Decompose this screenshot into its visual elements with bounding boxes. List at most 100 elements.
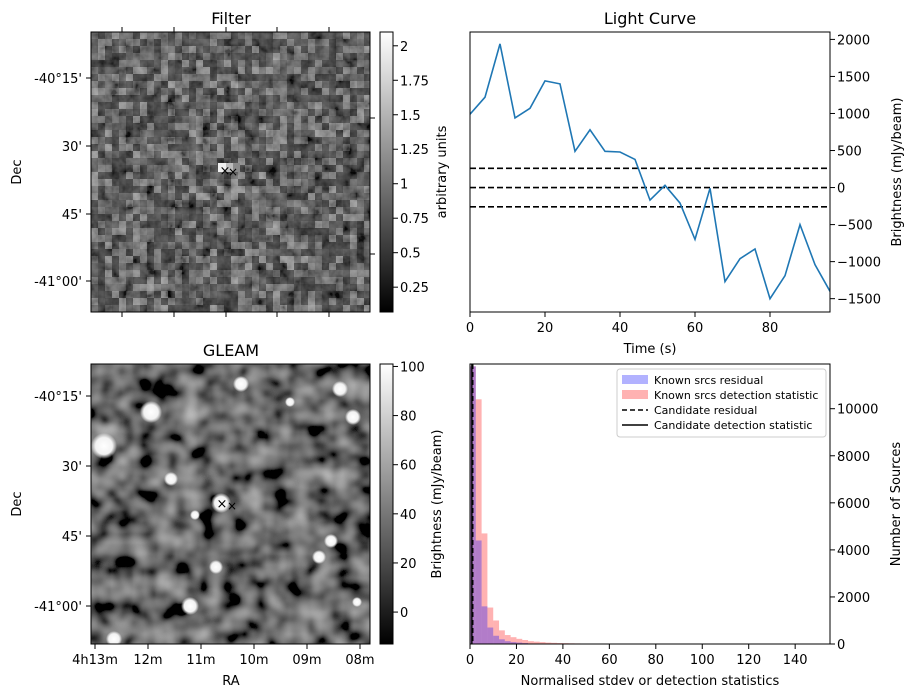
light-curve-panel: Light Curve 0 20 40 60 80 −1500 −1000 −500 0 500… — [466, 9, 905, 357]
gleam-source — [140, 401, 162, 423]
histogram-y-axis: 0 2000 4000 6000 8000 10000 — [830, 403, 878, 653]
gleam-colorbar-tick-label: 80 — [400, 410, 417, 425]
histogram-y-tick-label: 4000 — [837, 544, 870, 559]
gleam-source — [211, 493, 231, 513]
light-curve-title: Light Curve — [604, 9, 696, 28]
filter-colorbar-ticks: 0.25 0.5 0.75 1 1.25 1.5 1.75 2 — [393, 40, 429, 296]
filter-ylabel: Dec — [10, 159, 25, 184]
filter-axes-frame — [90, 31, 371, 313]
filter-colorbar-tick-label: 1.5 — [400, 109, 421, 124]
light-curve-y-tick-label: −1500 — [837, 293, 881, 308]
histogram-bar-residual — [516, 642, 523, 644]
light-curve-y-tick-label: 1000 — [837, 107, 870, 122]
legend-box — [616, 368, 827, 438]
gleam-colorbar-label: Brightness (mJy/beam) — [430, 430, 445, 579]
legend-label: Known srcs residual — [654, 374, 763, 387]
gleam-colorbar-tick-label: 40 — [400, 508, 417, 523]
histogram-panel: 0 20 40 60 80 100 120 140 0 2000 4000 6000 8000 1000… — [466, 363, 904, 689]
filter-source-highlight-3 — [233, 163, 240, 172]
histogram-bar-detection — [504, 635, 511, 644]
filter-dec-axis: -40°15' 30' 45' -41°00' Dec — [10, 72, 91, 290]
light-curve-series — [470, 43, 830, 301]
histogram-x-tick-label: 0 — [466, 653, 474, 668]
histogram-bar-residual — [510, 642, 517, 644]
histogram-x-tick-label: 20 — [508, 653, 525, 668]
filter-pixel-overlay — [91, 32, 370, 312]
light-curve-y-tick-label: −500 — [837, 219, 873, 234]
gleam-source — [209, 560, 223, 574]
histogram-bar-detection — [551, 642, 558, 644]
histogram-legend: Known srcs residual Known srcs detection … — [616, 368, 827, 438]
gleam-sources — [91, 376, 362, 644]
gleam-source — [91, 433, 117, 459]
histogram-bar-detection — [522, 640, 529, 644]
histogram-bar-residual — [481, 606, 488, 644]
light-curve-x-axis: 0 20 40 60 80 — [466, 312, 778, 336]
legend-label: Known srcs detection statistic — [654, 389, 818, 402]
histogram-y-tick-label: 10000 — [837, 403, 878, 418]
filter-colorbar-tick-label: 0.5 — [400, 247, 421, 262]
gleam-ra-tick: 10m — [239, 653, 268, 668]
gleam-colorbar-tick-label: 0 — [400, 606, 408, 621]
legend-swatch — [622, 390, 648, 399]
histogram-bar-residual — [493, 635, 500, 644]
histogram-x-tick-label: 120 — [736, 653, 761, 668]
histogram-bar-residual — [487, 627, 494, 644]
light-curve-x-tick-label: 40 — [612, 321, 629, 336]
filter-ra-ticks — [121, 27, 375, 317]
light-curve-y-tick-label: 2000 — [837, 33, 870, 48]
gleam-ylabel: Dec — [10, 491, 25, 516]
known-marker-filter: × — [228, 165, 238, 179]
histogram-bar-residual — [470, 366, 476, 644]
filter-colorbar-tick-label: 0.75 — [400, 212, 429, 227]
light-curve-y-axis: −1500 −1000 −500 0 500 1000 1500 2000 — [830, 33, 881, 308]
light-curve-x-tick-label: 0 — [466, 321, 474, 336]
gleam-colorbar-tick-label: 20 — [400, 557, 417, 572]
known-marker-gleam: × — [227, 499, 237, 513]
filter-colorbar-tick-label: 1.75 — [400, 74, 429, 89]
histogram-bar-residual — [504, 641, 511, 644]
legend-label: Candidate detection statistic — [654, 419, 812, 432]
light-curve-ylabel: Brightness (mJy/beam) — [890, 98, 905, 247]
histogram-x-tick-label: 100 — [690, 653, 715, 668]
histogram-x-tick-label: 80 — [648, 653, 665, 668]
histogram-ylabel: Number of Sources — [889, 442, 904, 567]
gleam-colorbar: 0 20 40 60 80 100 Brightness (mJy/beam) — [379, 360, 445, 645]
gleam-source — [345, 409, 361, 425]
gleam-axes-frame — [90, 363, 371, 645]
histogram-y-tick-label: 6000 — [837, 497, 870, 512]
gleam-source — [352, 597, 362, 607]
gleam-ra-tick: 09m — [292, 653, 321, 668]
histogram-candidate-lines — [471, 364, 474, 644]
histogram-bar-residual — [475, 540, 482, 644]
histogram-x-tick-label: 140 — [783, 653, 808, 668]
gleam-source — [312, 550, 326, 564]
filter-colorbar-tick-label: 1.25 — [400, 143, 429, 158]
gleam-panel: GLEAM × × — [10, 341, 445, 689]
light-curve-frame — [469, 31, 831, 313]
light-curve-y-tick-label: 1500 — [837, 70, 870, 85]
histogram-bar-detection — [487, 607, 494, 644]
histogram-bars — [470, 366, 703, 644]
histogram-bar-detection — [493, 620, 500, 644]
histogram-bar-detection — [470, 366, 476, 644]
histogram-x-tick-label: 40 — [555, 653, 572, 668]
filter-colorbar-tick-label: 2 — [400, 40, 408, 55]
legend-swatch — [622, 375, 648, 384]
light-curve-x-tick-label: 20 — [537, 321, 554, 336]
gleam-dec-axis: -40°15' 30' 45' -41°00' Dec — [10, 390, 91, 615]
histogram-bar-detection — [533, 641, 540, 644]
light-curve-y-tick-label: 500 — [837, 145, 862, 160]
filter-colorbar: 0.25 0.5 0.75 1 1.25 1.5 1.75 2 arbitrary units — [379, 31, 450, 313]
filter-dec-tick: 30' — [62, 140, 82, 155]
histogram-bar-detection — [528, 641, 534, 644]
gleam-dec-tick: 45' — [62, 530, 82, 545]
gleam-xlabel: RA — [222, 674, 240, 689]
gleam-source — [332, 381, 348, 397]
filter-title: Filter — [211, 9, 251, 28]
gleam-dec-tick: -41°00' — [34, 600, 82, 615]
candidate-marker-filter: × — [220, 164, 231, 179]
histogram-bar-detection — [499, 630, 505, 644]
gleam-title: GLEAM — [203, 341, 259, 360]
gleam-source — [106, 631, 122, 644]
